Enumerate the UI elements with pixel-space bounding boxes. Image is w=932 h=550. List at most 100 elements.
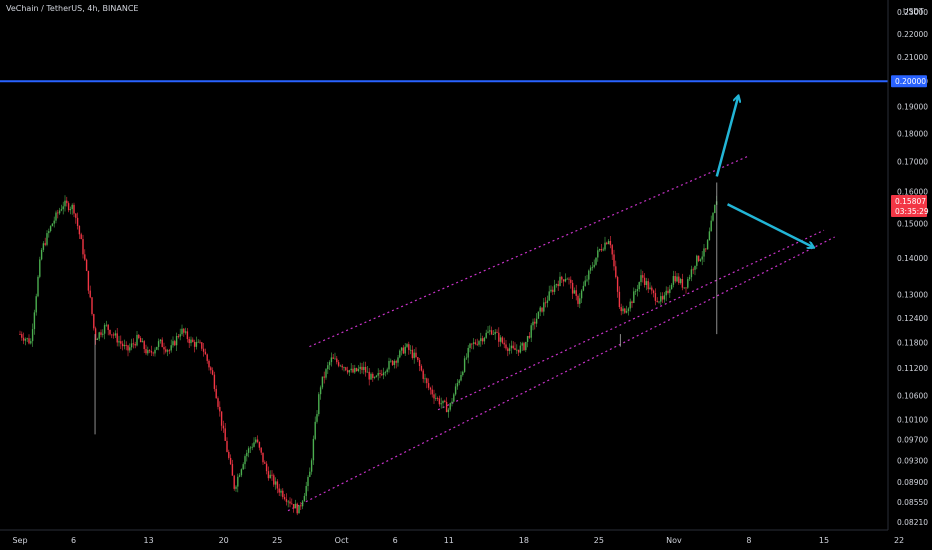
candle-body — [125, 344, 127, 346]
candle-body — [615, 266, 617, 278]
candle-body — [404, 346, 406, 354]
candle-body — [634, 290, 637, 292]
channel-line[interactable] — [309, 155, 750, 348]
candle-body — [208, 360, 210, 368]
candle-body — [647, 281, 649, 290]
time-axis[interactable]: Sep 6 13 20 25 Oct 6 11 18 25 Nov 8 15 22 — [0, 529, 904, 545]
candle-body — [517, 349, 520, 353]
candle-body — [606, 242, 608, 245]
candle-body — [247, 448, 250, 453]
candle-body — [300, 505, 302, 507]
candle-body — [665, 290, 667, 296]
projection-arrow[interactable] — [715, 96, 738, 177]
candle-body — [154, 349, 156, 354]
candle-body — [712, 213, 714, 221]
x-tick-label: 15 — [819, 536, 829, 545]
candle-body — [186, 331, 189, 340]
candle-body — [256, 439, 259, 442]
candle-body — [562, 279, 565, 282]
candle-body — [166, 350, 169, 352]
candle-body — [384, 371, 387, 373]
candle-body — [357, 368, 360, 372]
y-tick-label: 0.10100 — [897, 415, 928, 424]
candle-body — [197, 341, 199, 343]
candle-body — [366, 371, 369, 373]
y-tick-label: 0.11800 — [897, 338, 928, 347]
candle-body — [611, 245, 613, 255]
y-tick-label: 0.10600 — [897, 392, 928, 401]
candle-body — [114, 333, 117, 336]
candle-body — [89, 290, 91, 298]
candle-body — [19, 334, 21, 335]
candle-body — [148, 350, 151, 352]
projection-arrow[interactable] — [726, 203, 814, 247]
candle-body — [343, 367, 345, 369]
price-axis[interactable]: 0.23000 0.22000 0.21000 0.20000 0.19000 0.180… — [887, 0, 928, 530]
candle-body — [492, 334, 495, 335]
candle-body — [291, 503, 293, 505]
candle-body — [298, 505, 300, 514]
candle-body — [386, 369, 388, 372]
candle-body — [373, 376, 376, 378]
candle-body — [165, 349, 167, 352]
candle-body — [192, 339, 194, 342]
candle-body — [282, 490, 284, 498]
candle-body — [683, 287, 685, 289]
candle-body — [444, 400, 446, 402]
y-tick-label: 0.14000 — [897, 254, 928, 263]
candle-body — [503, 342, 505, 345]
candle-body — [44, 243, 46, 245]
chart-title: VeChain / TetherUS, 4h, BINANCE — [6, 4, 139, 13]
candle-body — [382, 372, 385, 376]
candle-body — [681, 278, 684, 288]
candle-body — [433, 394, 435, 399]
x-tick-label: 18 — [519, 536, 529, 545]
candle-body — [75, 213, 77, 218]
candle-body — [251, 446, 253, 448]
candle-body — [370, 373, 372, 380]
candle-body — [438, 398, 441, 405]
candle-body — [415, 352, 417, 358]
candle-body — [105, 324, 108, 326]
candle-body — [631, 301, 633, 304]
channel-line[interactable] — [437, 229, 825, 411]
candle-body — [129, 347, 131, 351]
candle-body — [143, 341, 145, 350]
candle-body — [575, 290, 577, 296]
candle-body — [57, 212, 59, 214]
candle-body — [183, 328, 185, 333]
candle-body — [544, 302, 547, 304]
candle-body — [274, 481, 277, 485]
candle-body — [310, 460, 313, 472]
candle-body — [156, 346, 158, 350]
candle-body — [28, 338, 30, 344]
y-tick-label: 0.22000 — [897, 30, 928, 39]
candle-body — [685, 287, 687, 289]
channel-line[interactable] — [287, 236, 835, 512]
y-tick-label: 0.09700 — [897, 435, 928, 444]
candle-body — [652, 290, 655, 294]
candle-body — [447, 409, 450, 413]
candle-body — [111, 334, 113, 336]
projection-arrows — [715, 96, 814, 247]
candle-body — [130, 343, 133, 348]
candle-body — [170, 345, 172, 351]
candle-body — [561, 276, 563, 280]
candle-body — [80, 234, 82, 240]
candle-body — [440, 403, 442, 405]
candle-body — [161, 339, 163, 348]
candle-body — [242, 464, 244, 470]
candle-body — [220, 411, 223, 426]
candle-body — [480, 338, 482, 342]
candle-body — [179, 334, 181, 337]
candle-body — [436, 398, 439, 399]
candle-body — [411, 349, 414, 358]
candle-body — [478, 341, 480, 345]
candle-body — [330, 357, 333, 363]
candle-body — [705, 248, 707, 250]
candle-body — [566, 278, 568, 280]
candle-body — [417, 357, 419, 361]
candle-body — [435, 398, 437, 399]
candle-body — [427, 383, 430, 388]
